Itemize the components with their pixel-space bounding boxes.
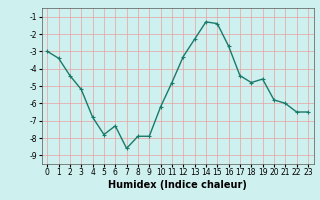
X-axis label: Humidex (Indice chaleur): Humidex (Indice chaleur) [108, 180, 247, 190]
